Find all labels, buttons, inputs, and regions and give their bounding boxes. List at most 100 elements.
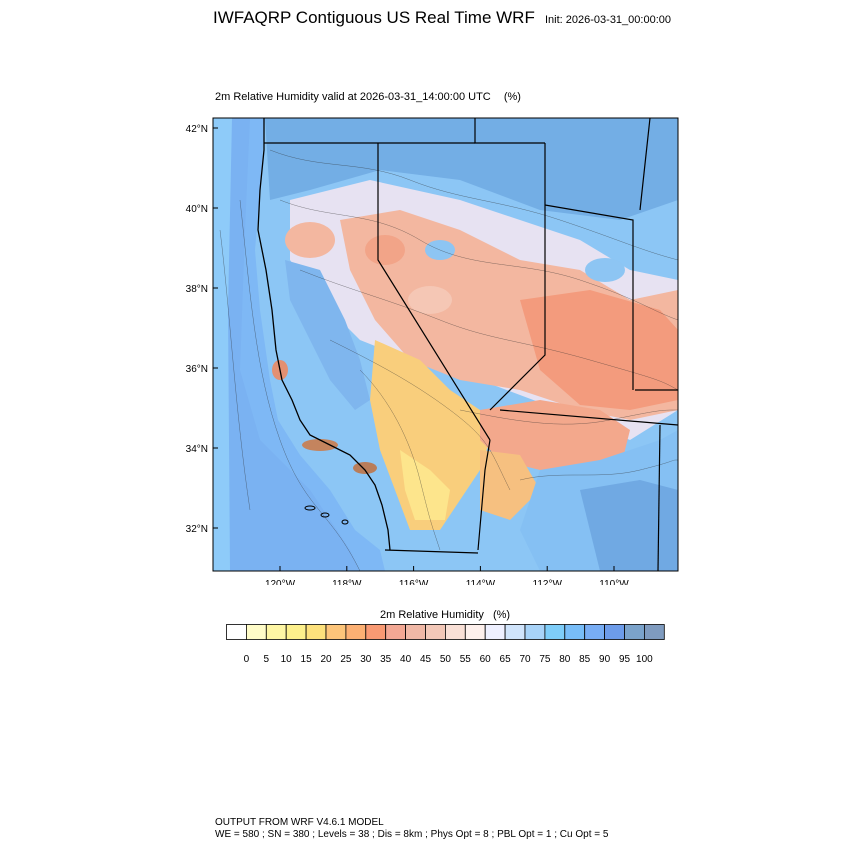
lon-tick-label: 112°W <box>533 579 563 585</box>
colorbar-swatch <box>444 624 466 640</box>
ocean-contour-line <box>219 229 251 511</box>
lat-tick-label: 42°N <box>186 124 208 135</box>
island <box>341 519 349 525</box>
colorbar: 0 5 10 15 20 25 30 35 40 45 50 55 60 65 70 75 80 85 90 95 10… <box>226 624 665 665</box>
colorbar-label: 15 <box>301 654 313 665</box>
nv-ut-border <box>489 143 546 411</box>
island <box>320 512 330 518</box>
western-arizona-region <box>480 450 540 520</box>
ca-az-border <box>477 439 491 551</box>
colorbar-swatch <box>544 624 566 640</box>
colorbar-swatch <box>504 624 526 640</box>
lat-tick-label: 36°N <box>186 364 208 375</box>
colorbar-label: 60 <box>480 654 492 665</box>
main-title: IWFAQRP Contiguous US Real Time WRF <box>213 8 535 27</box>
colorbar-label: 25 <box>340 654 352 665</box>
colorbar-swatch <box>345 624 367 640</box>
lat-tick-label: 34°N <box>186 444 208 455</box>
colorbar-swatch <box>643 624 665 640</box>
lon-tick-label: 120°W <box>265 579 296 585</box>
coastal-dry-pocket <box>302 439 338 451</box>
map-frame <box>212 117 679 572</box>
contour-line <box>279 199 678 321</box>
island <box>304 505 316 511</box>
state-borders <box>264 118 678 571</box>
colorbar-label: 50 <box>440 654 452 665</box>
plot-subtitle: 2m Relative Humidity valid at 2026-03-31… <box>215 91 521 103</box>
colorbar-label: 85 <box>579 654 591 665</box>
colorbar-title-text: 2m Relative Humidity <box>380 609 484 621</box>
colorbar-label: 20 <box>320 654 332 665</box>
colorbar-label: 95 <box>619 654 631 665</box>
colorbar-label: 80 <box>559 654 571 665</box>
colorbar-label: 55 <box>460 654 472 665</box>
dry-pocket <box>285 222 335 258</box>
colorbar-label: 5 <box>264 654 270 665</box>
ocean-offshore-band <box>213 118 360 571</box>
colorbar-label: 90 <box>599 654 611 665</box>
colorbar-swatch <box>285 624 307 640</box>
longitude-axis: 120°W 118°W 116°W 114°W 112°W 110°W <box>265 566 629 585</box>
model-footer-line-1: OUTPUT FROM WRF V4.6.1 MODEL <box>215 817 384 828</box>
colorbar-swatch <box>226 624 247 640</box>
colorbar-swatch <box>484 624 506 640</box>
lat-tick-label: 40°N <box>186 204 208 215</box>
wy-border <box>639 118 651 211</box>
colorbar-swatch <box>325 624 347 640</box>
colorbar-swatch <box>584 624 606 640</box>
init-time-label: Init: 2026-03-31_00:00:00 <box>545 14 671 26</box>
colorbar-label: 70 <box>519 654 531 665</box>
ca-nv-border <box>377 143 491 441</box>
ocean-far-band <box>213 118 232 571</box>
contour-line <box>329 339 511 491</box>
colorbar-swatches <box>226 624 665 640</box>
id-border <box>474 118 545 144</box>
lat-tick-label: 38°N <box>186 284 208 295</box>
colorbar-swatch <box>245 624 267 640</box>
colorbar-label: 40 <box>400 654 412 665</box>
colorbar-swatch <box>425 624 446 640</box>
subtitle-text: 2m Relative Humidity valid at 2026-03-31… <box>215 91 491 103</box>
colorbar-swatch <box>564 624 586 640</box>
ocean-contour-line <box>239 199 361 571</box>
ut-wy-co-border <box>544 204 634 390</box>
colorbar-label: 10 <box>281 654 293 665</box>
model-footer-line-2: WE = 580 ; SN = 380 ; Levels = 38 ; Dis … <box>215 829 609 840</box>
colorbar-labels: 0 5 10 15 20 25 30 35 40 45 50 55 60 65 70 75 80 85 90 95 10… <box>244 654 654 665</box>
channel-islands <box>304 505 349 525</box>
colorbar-swatch <box>405 624 426 640</box>
colorbar-label: 75 <box>539 654 551 665</box>
latitude-axis: 42°N 40°N 38°N 36°N 34°N 32°N <box>186 124 218 535</box>
contour-line <box>459 409 678 425</box>
colorbar-title: 2m Relative Humidity (%) <box>380 609 510 621</box>
lon-tick-label: 114°W <box>466 579 496 585</box>
az-nm-border <box>657 424 661 571</box>
colorbar-label: 100 <box>636 654 653 665</box>
dry-pocket <box>365 235 405 265</box>
subtitle-units: (%) <box>503 91 521 103</box>
contour-line <box>269 149 678 261</box>
coastal-dry-pocket <box>353 462 377 474</box>
colorbar-swatch <box>624 624 645 640</box>
contour-lines <box>219 149 678 571</box>
colorbar-swatch <box>265 624 287 640</box>
central-valley-moist-region <box>285 260 370 410</box>
colorbar-swatch <box>464 624 486 640</box>
colorbar-swatch <box>385 624 406 640</box>
contour-line <box>299 269 678 391</box>
map-fill-layer <box>213 118 678 571</box>
colorbar-label: 0 <box>244 654 250 665</box>
imperial-very-dry-region <box>400 450 450 520</box>
colorbar-swatch <box>524 624 546 640</box>
colorbar-label: 30 <box>360 654 372 665</box>
dry-pocket <box>408 286 452 314</box>
moist-pocket <box>585 258 625 282</box>
colorbar-swatch <box>365 624 387 640</box>
contour-line <box>359 369 441 551</box>
colorbar-label: 35 <box>380 654 392 665</box>
lat-tick-label: 32°N <box>186 524 208 535</box>
colorbar-label: 45 <box>420 654 432 665</box>
mexico-border-west <box>384 549 479 554</box>
mojave-dry-region <box>370 340 490 530</box>
lon-tick-label: 118°W <box>332 579 362 585</box>
